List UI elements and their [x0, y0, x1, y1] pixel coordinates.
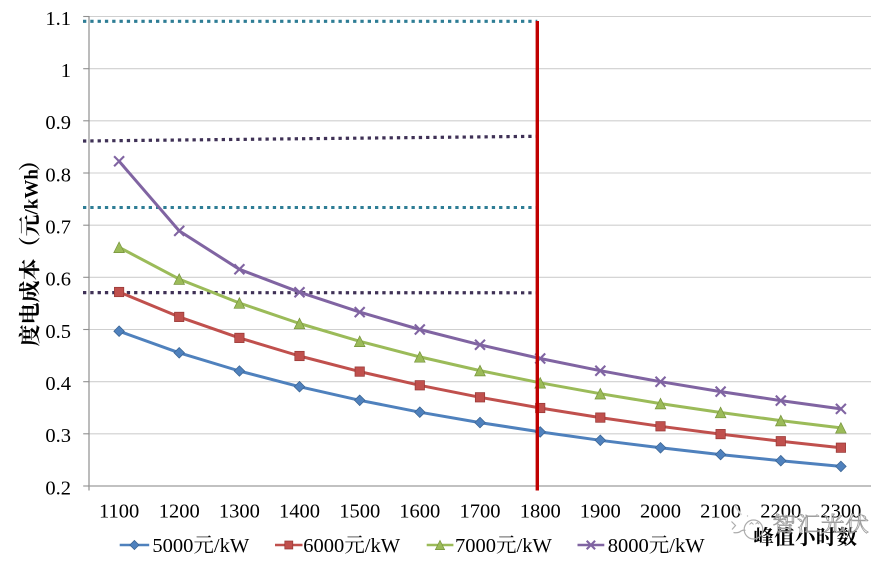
svg-text:0.5: 0.5	[45, 321, 71, 343]
svg-text:1400: 1400	[279, 501, 320, 523]
svg-text:0.6: 0.6	[45, 269, 71, 291]
svg-text:1200: 1200	[159, 501, 200, 523]
svg-text:0.4: 0.4	[45, 373, 71, 395]
svg-text:0.9: 0.9	[45, 112, 71, 134]
svg-text:0.3: 0.3	[45, 425, 71, 447]
svg-text:1: 1	[61, 60, 71, 82]
svg-text:5000: 5000	[152, 535, 193, 557]
svg-text:1600: 1600	[399, 501, 440, 523]
svg-text:/kW: /kW	[669, 535, 705, 557]
svg-text:/kW: /kW	[365, 535, 401, 557]
svg-text:1100: 1100	[99, 501, 139, 523]
svg-text:/kW: /kW	[214, 535, 250, 557]
svg-text:1900: 1900	[580, 501, 621, 523]
svg-text:1500: 1500	[339, 501, 380, 523]
svg-text:8000: 8000	[608, 535, 649, 557]
svg-text:0.2: 0.2	[45, 477, 71, 499]
svg-text:/kW: /kW	[517, 535, 553, 557]
svg-text:/kWh: /kWh	[22, 169, 43, 216]
svg-text:7000: 7000	[455, 535, 496, 557]
svg-text:2000: 2000	[640, 501, 681, 523]
svg-text:6000: 6000	[303, 535, 344, 557]
svg-text:1.1: 1.1	[45, 8, 71, 30]
svg-text:1800: 1800	[520, 501, 561, 523]
svg-text:2100: 2100	[700, 501, 741, 523]
svg-text:1300: 1300	[219, 501, 260, 523]
svg-text:0.7: 0.7	[45, 217, 71, 239]
svg-text:1700: 1700	[460, 501, 501, 523]
svg-text:0.8: 0.8	[45, 164, 71, 186]
